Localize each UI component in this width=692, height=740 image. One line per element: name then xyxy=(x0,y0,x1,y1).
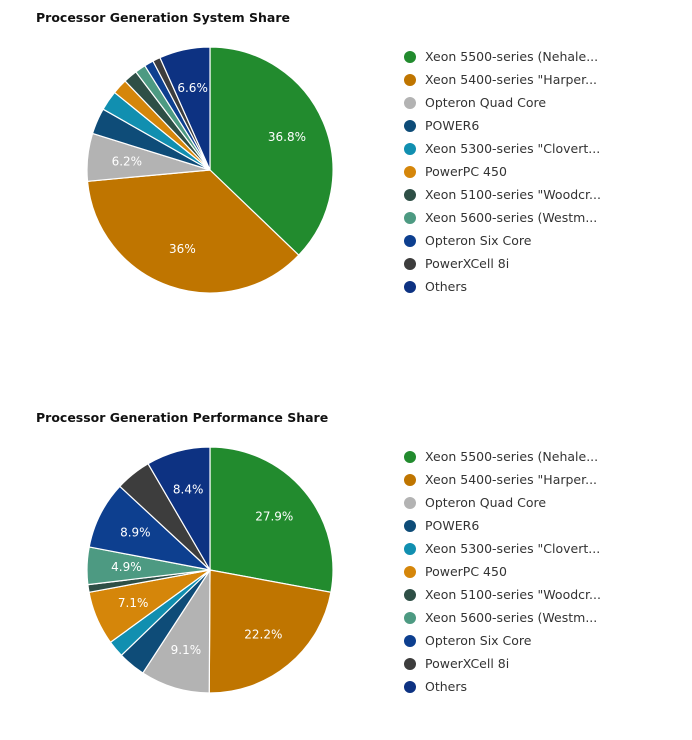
legend-label: POWER6 xyxy=(425,518,480,533)
legend-swatch xyxy=(404,634,416,647)
legend-item-powerxcell-8i[interactable]: PowerXCell 8i xyxy=(404,652,601,675)
legend-swatch xyxy=(404,73,416,86)
legend-label: Others xyxy=(425,279,468,294)
legend-swatch xyxy=(404,657,416,670)
legend-label: PowerXCell 8i xyxy=(425,256,510,271)
legend-item-powerpc-450[interactable]: PowerPC 450 xyxy=(404,560,601,583)
legend-swatch xyxy=(404,542,416,555)
legend-item-power6[interactable]: POWER6 xyxy=(404,114,601,137)
legend-item-opteron-quad-core[interactable]: Opteron Quad Core xyxy=(404,91,601,114)
legend-label: Xeon 5100-series "Woodcr... xyxy=(425,187,601,202)
legend-label: Xeon 5500-series (Nehale... xyxy=(425,449,599,464)
legend-item-xeon-5300-series-clovert[interactable]: Xeon 5300-series "Clovert... xyxy=(404,537,601,560)
legend-swatch xyxy=(404,142,416,155)
legend-label: POWER6 xyxy=(425,118,480,133)
pie-slice-xeon-5400-series-harper[interactable] xyxy=(208,569,332,694)
pie-chart: 27.9% 22.2% 9.1% 7.1% 4.9% 8.9% 8.4% xyxy=(86,446,334,694)
legend-item-opteron-six-core[interactable]: Opteron Six Core xyxy=(404,629,601,652)
legend: Xeon 5500-series (Nehale... Xeon 5400-ser… xyxy=(404,445,601,698)
legend-label: PowerPC 450 xyxy=(425,164,507,179)
legend-label: Xeon 5600-series (Westm... xyxy=(425,610,598,625)
legend-swatch xyxy=(404,680,416,693)
legend-label: PowerPC 450 xyxy=(425,564,507,579)
chart-title: Processor Generation Performance Share xyxy=(36,410,329,425)
slice-data-label: 36.8% xyxy=(268,130,306,144)
legend-swatch xyxy=(404,519,416,532)
legend-item-xeon-5500-series-nehale[interactable]: Xeon 5500-series (Nehale... xyxy=(404,445,601,468)
legend-swatch xyxy=(404,234,416,247)
legend-label: Opteron Quad Core xyxy=(425,495,547,510)
system-share-chart: Processor Generation System Share 36.8% 3… xyxy=(0,0,692,340)
slice-data-label: 7.1% xyxy=(118,596,149,610)
legend-item-others[interactable]: Others xyxy=(404,275,601,298)
legend-swatch xyxy=(404,611,416,624)
slice-data-label: 36% xyxy=(169,242,196,256)
legend-label: Xeon 5300-series "Clovert... xyxy=(425,141,601,156)
legend-item-others[interactable]: Others xyxy=(404,675,601,698)
legend-item-xeon-5600-series-westm[interactable]: Xeon 5600-series (Westm... xyxy=(404,606,601,629)
legend-item-xeon-5400-series-harper[interactable]: Xeon 5400-series "Harper... xyxy=(404,468,601,491)
slice-data-label: 6.6% xyxy=(177,81,208,95)
legend-label: Opteron Six Core xyxy=(425,233,532,248)
legend-label: Xeon 5600-series (Westm... xyxy=(425,210,598,225)
pie-slice-xeon-5500-series-nehale[interactable] xyxy=(209,46,334,257)
legend-item-opteron-quad-core[interactable]: Opteron Quad Core xyxy=(404,491,601,514)
slice-data-label: 4.9% xyxy=(111,560,142,574)
slice-data-label: 9.1% xyxy=(171,643,202,657)
legend-swatch xyxy=(404,565,416,578)
legend-swatch xyxy=(404,188,416,201)
legend-label: Xeon 5400-series "Harper... xyxy=(425,72,598,87)
performance-share-chart: Processor Generation Performance Share 2… xyxy=(0,400,692,740)
legend-swatch xyxy=(404,119,416,132)
slice-data-label: 22.2% xyxy=(244,627,282,641)
legend-swatch xyxy=(404,588,416,601)
legend-item-xeon-5100-series-woodcr[interactable]: Xeon 5100-series "Woodcr... xyxy=(404,583,601,606)
chart-title: Processor Generation System Share xyxy=(36,10,290,25)
legend-label: Opteron Six Core xyxy=(425,633,532,648)
legend-swatch xyxy=(404,280,416,293)
legend-label: Opteron Quad Core xyxy=(425,95,547,110)
legend-swatch xyxy=(404,496,416,509)
legend-swatch xyxy=(404,257,416,270)
slice-data-label: 27.9% xyxy=(255,509,293,523)
slice-data-label: 8.4% xyxy=(173,482,204,496)
pie-slice-others[interactable] xyxy=(147,446,211,573)
slice-data-label: 8.9% xyxy=(120,525,151,539)
legend-swatch xyxy=(404,211,416,224)
legend-label: PowerXCell 8i xyxy=(425,656,510,671)
legend-label: Xeon 5100-series "Woodcr... xyxy=(425,587,601,602)
legend-label: Xeon 5300-series "Clovert... xyxy=(425,541,601,556)
legend-item-powerpc-450[interactable]: PowerPC 450 xyxy=(404,160,601,183)
legend-item-xeon-5600-series-westm[interactable]: Xeon 5600-series (Westm... xyxy=(404,206,601,229)
legend-item-xeon-5300-series-clovert[interactable]: Xeon 5300-series "Clovert... xyxy=(404,137,601,160)
legend-item-xeon-5500-series-nehale[interactable]: Xeon 5500-series (Nehale... xyxy=(404,45,601,68)
legend-label: Xeon 5400-series "Harper... xyxy=(425,472,598,487)
legend-swatch xyxy=(404,165,416,178)
legend-swatch xyxy=(404,96,416,109)
slice-data-label: 6.2% xyxy=(112,154,142,168)
pie-chart: 36.8% 36% 6.2% 6.6% xyxy=(86,46,334,294)
pie-slice-xeon-5500-series-nehale[interactable] xyxy=(209,446,334,593)
legend-label: Xeon 5500-series (Nehale... xyxy=(425,49,599,64)
legend: Xeon 5500-series (Nehale... Xeon 5400-ser… xyxy=(404,45,601,298)
legend-item-xeon-5100-series-woodcr[interactable]: Xeon 5100-series "Woodcr... xyxy=(404,183,601,206)
legend-item-xeon-5400-series-harper[interactable]: Xeon 5400-series "Harper... xyxy=(404,68,601,91)
legend-item-opteron-six-core[interactable]: Opteron Six Core xyxy=(404,229,601,252)
pie-slice-xeon-5400-series-harper[interactable] xyxy=(86,169,300,294)
legend-item-power6[interactable]: POWER6 xyxy=(404,514,601,537)
legend-label: Others xyxy=(425,679,468,694)
legend-swatch xyxy=(404,473,416,486)
pie-slice-others[interactable] xyxy=(159,46,211,171)
legend-item-powerxcell-8i[interactable]: PowerXCell 8i xyxy=(404,252,601,275)
legend-swatch xyxy=(404,50,416,63)
legend-swatch xyxy=(404,450,416,463)
